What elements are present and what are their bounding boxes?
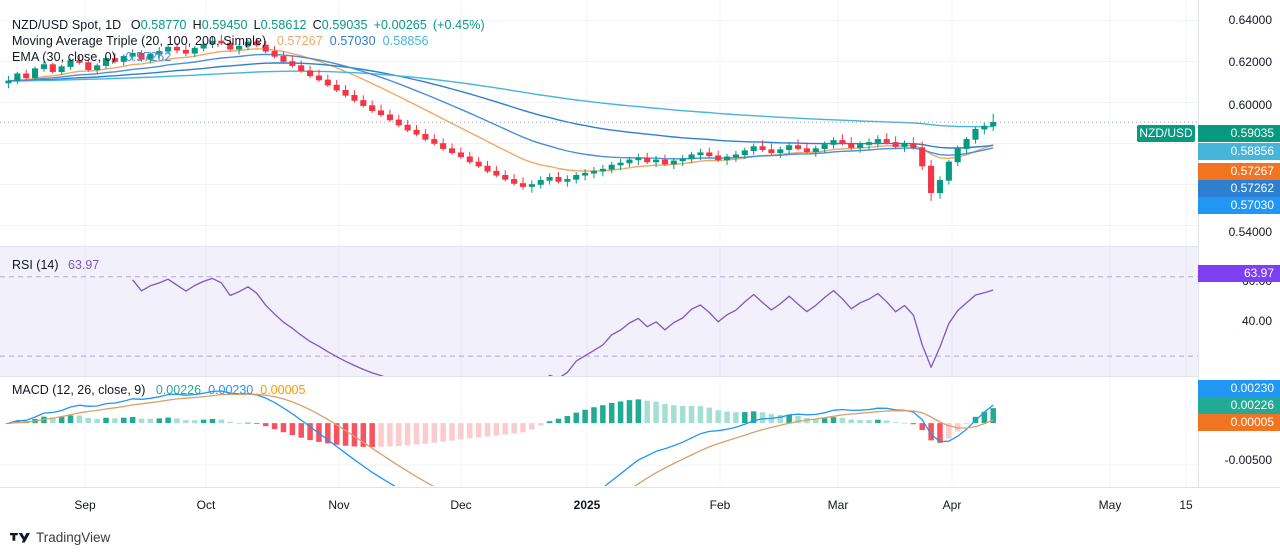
rsi-line [132, 277, 994, 376]
rsi-pane[interactable] [0, 247, 1198, 376]
macd-badge-1[interactable]: 0.00226 [1198, 397, 1280, 414]
ohlc-l: L0.58612 [253, 18, 307, 32]
time-tick-0: Sep [74, 498, 96, 512]
ema-indicator-label[interactable]: EMA (30, close, 0) [12, 50, 116, 64]
price-tick-3: 0.54000 [1228, 225, 1272, 239]
price-pane[interactable] [0, 0, 1198, 246]
rsi-background [0, 247, 1198, 376]
price-badge-last-price[interactable]: 0.59035 [1198, 125, 1280, 142]
rsi-chart-canvas [0, 247, 1198, 376]
macd-tick-0: -0.00500 [1224, 453, 1272, 467]
rsi-badge[interactable]: 63.97 [1198, 265, 1280, 282]
time-tick-3: Dec [450, 498, 472, 512]
time-tick-5: Feb [709, 498, 731, 512]
ma-value-1: 0.57030 [329, 34, 376, 48]
macd-indicator-label[interactable]: MACD (12, 26, close, 9) [12, 383, 146, 397]
macd-histogram [5, 399, 996, 448]
ma-value-0: 0.57267 [276, 34, 323, 48]
macd-value-2: 0.00005 [260, 383, 306, 397]
macd-badge-2[interactable]: 0.00005 [1198, 414, 1280, 431]
ma-100-line [8, 62, 994, 149]
symbol-name[interactable]: NZD/USD Spot, 1D [12, 18, 122, 32]
time-tick-2: Nov [328, 498, 350, 512]
price-badge-ma20[interactable]: 0.57267 [1198, 163, 1280, 180]
ema-value: 0.57262 [125, 50, 172, 64]
pane-divider-rsi-macd [0, 376, 1280, 377]
time-tick-7: Apr [942, 498, 962, 512]
ma-value-2: 0.58856 [382, 34, 429, 48]
macd-pane[interactable] [0, 377, 1198, 486]
ma-indicator-legend[interactable]: Moving Average Triple (20, 100, 200, Sim… [12, 34, 429, 49]
ma-indicator-label[interactable]: Moving Average Triple (20, 100, 200, Sim… [12, 34, 267, 48]
tradingview-glyph-icon [10, 532, 30, 542]
time-tick-4: 2025 [573, 498, 601, 512]
time-tick-8: May [1098, 498, 1122, 512]
macd-line [8, 390, 994, 486]
tradingview-wordmark: TradingView [36, 530, 111, 545]
candlestick-series [5, 34, 997, 201]
price-chart-canvas [0, 0, 1198, 246]
ma-200-line [8, 70, 994, 128]
price-badge-ema30[interactable]: 0.57262 [1198, 180, 1280, 197]
change: +0.00265 [373, 18, 427, 32]
symbol-legend[interactable]: NZD/USD Spot, 1D O0.58770 H0.59450 L0.5861… [12, 18, 485, 33]
time-tick-6: Mar [827, 498, 849, 512]
tradingview-logo[interactable]: TradingView [10, 530, 110, 545]
price-tick-2: 0.60000 [1228, 98, 1272, 112]
ohlc-o: O0.58770 [130, 18, 187, 32]
macd-indicator-legend[interactable]: MACD (12, 26, close, 9) 0.00226 0.00230 0.… [12, 383, 305, 397]
price-badge-ma200[interactable]: 0.58856 [1198, 143, 1280, 160]
time-scale[interactable]: Sep Oct Nov Dec 2025 Feb Mar Apr May 15 [0, 487, 1280, 521]
macd-chart-canvas [0, 377, 1198, 486]
pane-divider-price-rsi [0, 246, 1280, 247]
rsi-value: 63.97 [68, 258, 100, 272]
price-scale[interactable]: 0.640000.620000.600000.5400060.0040.00-0… [1137, 0, 1280, 487]
change-pct: (+0.45%) [432, 18, 485, 32]
price-tick-1: 0.62000 [1228, 55, 1272, 69]
ohlc-c: C0.59035 [312, 18, 368, 32]
time-tick-9: 15 [1179, 498, 1193, 512]
macd-value-0: 0.00226 [155, 383, 202, 397]
symbol-price-tag[interactable]: NZD/USD [1137, 125, 1195, 142]
price-tick-0: 0.64000 [1228, 13, 1272, 27]
macd-values: 0.00226 0.00230 0.00005 [149, 383, 306, 397]
rsi-indicator-label[interactable]: RSI (14) [12, 258, 59, 272]
ohlc-values: O0.58770 H0.59450 L0.58612 C0.59035 +0.00265… [125, 18, 485, 32]
macd-badge-0[interactable]: 0.00230 [1198, 380, 1280, 397]
time-tick-1: Oct [196, 498, 216, 512]
ma-values: 0.57267 0.57030 0.58856 [270, 34, 429, 48]
ohlc-h: H0.59450 [192, 18, 248, 32]
ema-30-line [8, 53, 994, 160]
rsi-indicator-legend[interactable]: RSI (14) 63.97 [12, 258, 99, 272]
rsi-tick-1: 40.00 [1241, 314, 1272, 328]
ma-20-line [8, 48, 994, 172]
macd-signal-line [8, 393, 994, 486]
price-badge-ma100[interactable]: 0.57030 [1198, 197, 1280, 214]
macd-value-1: 0.00230 [208, 383, 254, 397]
ema-indicator-legend[interactable]: EMA (30, close, 0) 0.57262 [12, 50, 171, 65]
